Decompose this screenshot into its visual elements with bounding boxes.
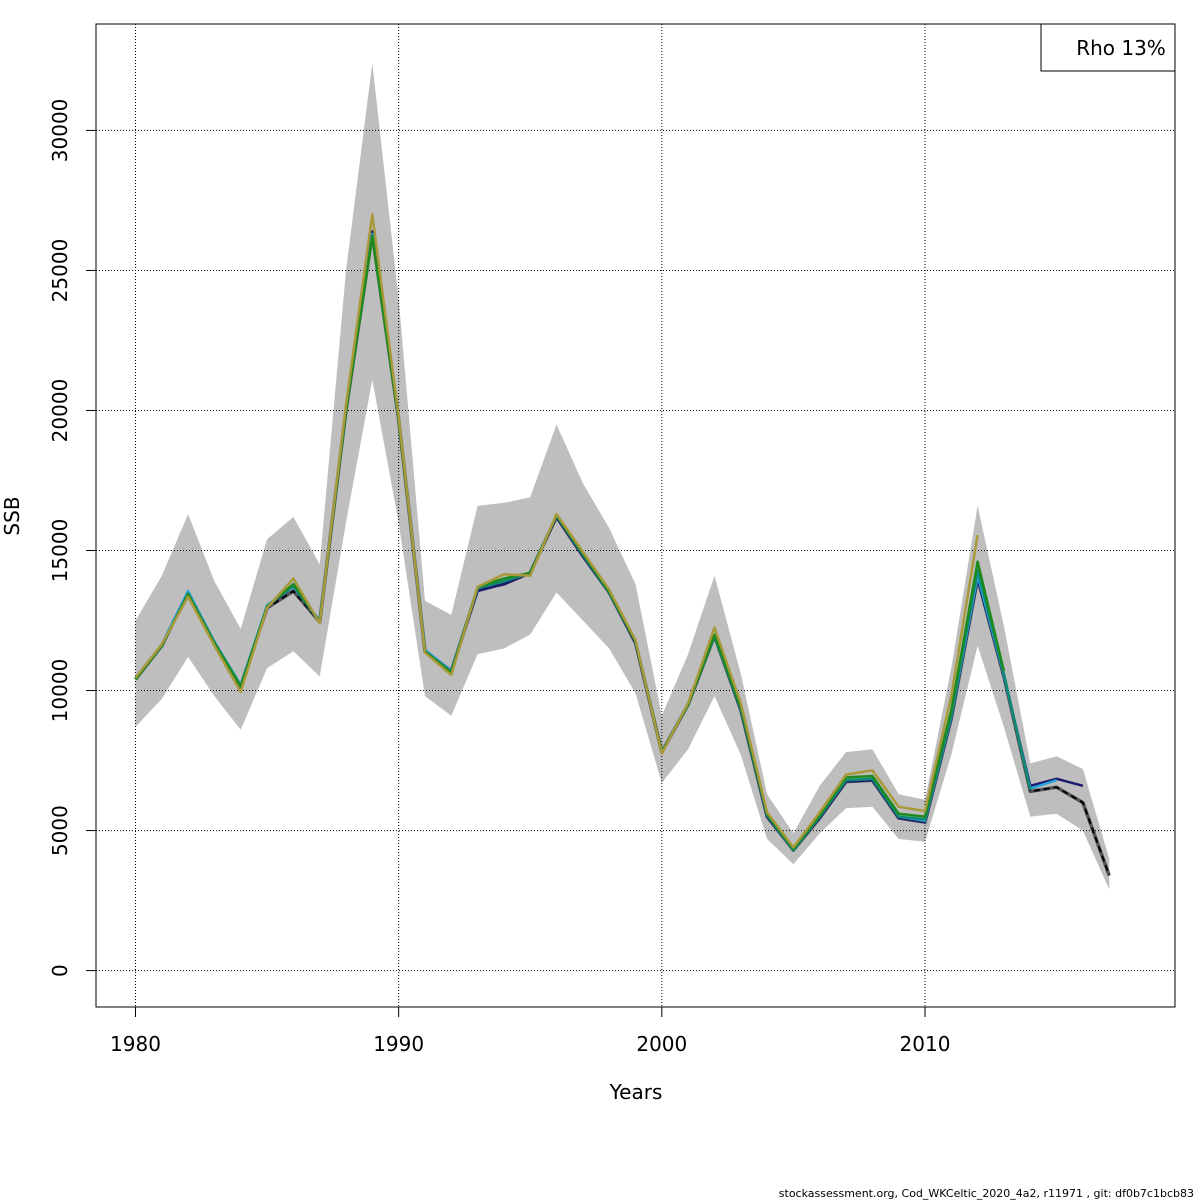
y-tick-label: 15000 xyxy=(48,519,72,583)
y-tick-label: 10000 xyxy=(48,659,72,723)
plot-frame xyxy=(95,23,1176,1008)
x-tick-label: 1990 xyxy=(373,1032,424,1056)
x-axis-title: Years xyxy=(609,1080,663,1104)
y-tick-label: 25000 xyxy=(48,239,72,303)
series-line-5 xyxy=(134,213,979,849)
x-tick-label: 1980 xyxy=(110,1032,161,1056)
footer-credit: stockassessment.org, Cod_WKCeltic_2020_4… xyxy=(778,1187,1194,1200)
series-layer xyxy=(134,213,1111,876)
y-tick-label: 0 xyxy=(48,964,72,977)
grid-layer xyxy=(96,24,1175,1007)
x-tick-label: 2000 xyxy=(636,1032,687,1056)
legend-box xyxy=(1040,23,1176,72)
y-tick-label: 5000 xyxy=(48,805,72,856)
legend: Rho 13% xyxy=(1040,23,1176,72)
axes-layer: 1980 1990 2000 2010 0 5000 10000 15000 20000 2500… xyxy=(48,23,1176,1056)
y-tick-label: 20000 xyxy=(48,379,72,443)
y-tick-label: 30000 xyxy=(48,99,72,163)
y-axis-title: SSB xyxy=(0,496,24,535)
x-tick-label: 2010 xyxy=(900,1032,951,1056)
legend-rho-label: Rho 13% xyxy=(1076,36,1166,60)
